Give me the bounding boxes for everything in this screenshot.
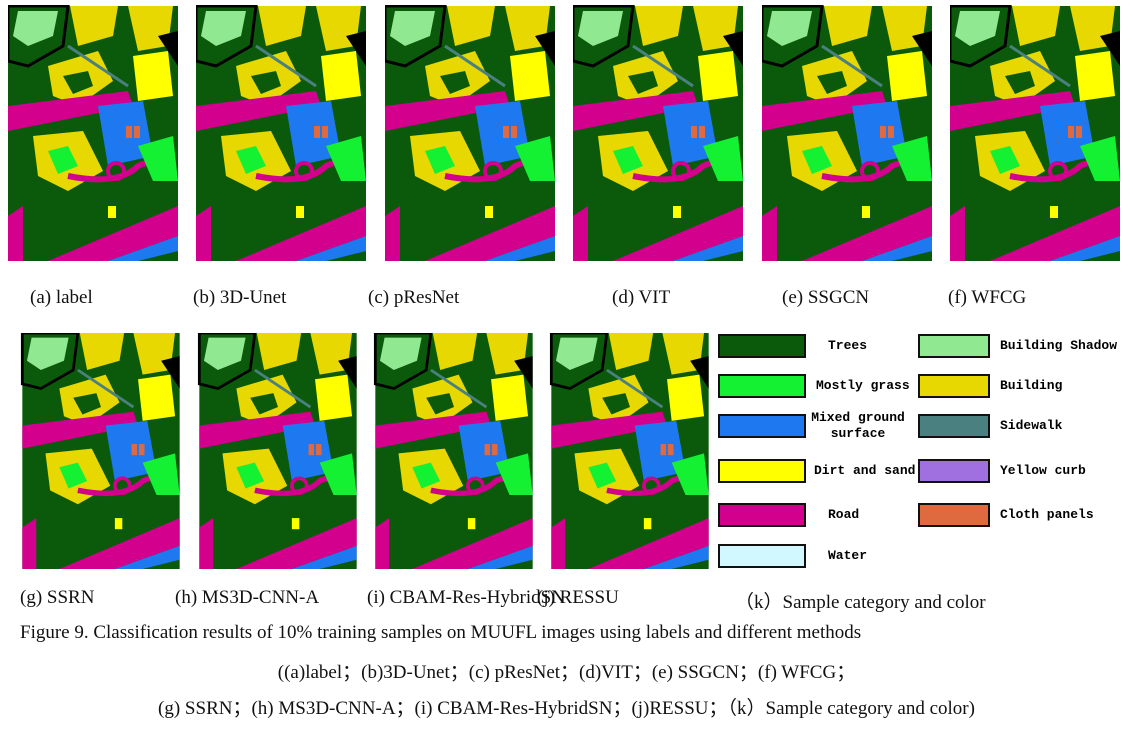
- map-image: [8, 5, 178, 262]
- legend-swatch: [918, 374, 990, 398]
- panel-label: (b) 3D-Unet: [193, 287, 286, 309]
- map-image: [20, 333, 182, 569]
- figure-caption: ((a)label；(b)3D-Unet；(c) pResNet；(d)VIT；…: [0, 657, 1133, 684]
- map-image: [573, 5, 743, 262]
- legend-label: Building: [1000, 378, 1062, 393]
- map-image: [762, 5, 932, 262]
- page: (a) label (b) 3D-Unet (c) pResNet (d) VI…: [0, 0, 1133, 737]
- figure-caption: Figure 9. Classification results of 10% …: [20, 622, 861, 644]
- panel-label: (a) label: [30, 287, 93, 309]
- legend-swatch: [918, 414, 990, 438]
- map-image: [549, 333, 711, 569]
- legend-label: Mixed ground surface: [808, 410, 908, 442]
- legend-label: Yellow curb: [1000, 463, 1086, 478]
- legend-label: Road: [828, 507, 859, 522]
- legend-swatch: [918, 459, 990, 483]
- legend-label: Sidewalk: [1000, 418, 1062, 433]
- legend-swatch: [918, 503, 990, 527]
- legend-swatch: [718, 459, 806, 483]
- figure-caption: (g) SSRN；(h) MS3D-CNN-A；(i) CBAM-Res-Hyb…: [0, 693, 1133, 720]
- panel-label: (e) SSGCN: [782, 287, 869, 309]
- legend-label: Cloth panels: [1000, 507, 1094, 522]
- legend-label: Dirt and sand: [814, 463, 915, 478]
- legend-swatch: [718, 503, 806, 527]
- map-image: [373, 333, 535, 569]
- legend-label: Building Shadow: [1000, 338, 1117, 353]
- panel-label: (c) pResNet: [368, 287, 459, 309]
- panel-label: (h) MS3D-CNN-A: [175, 587, 319, 609]
- panel-label: (f) WFCG: [948, 287, 1026, 309]
- panel-label: (g) SSRN: [20, 587, 94, 609]
- map-image: [197, 333, 359, 569]
- legend-swatch: [718, 374, 806, 398]
- map-image: [950, 5, 1120, 262]
- panel-label: (i) CBAM-Res-HybridSN: [367, 587, 565, 609]
- legend-label: Trees: [828, 338, 867, 353]
- legend-swatch: [718, 334, 806, 358]
- map-image: [385, 5, 555, 262]
- panel-label: (d) VIT: [612, 287, 670, 309]
- legend-label: Water: [828, 548, 867, 563]
- legend-label: Mostly grass: [816, 378, 910, 393]
- panel-label: (j) RESSU: [537, 587, 619, 609]
- panel-label: （k）Sample category and color: [735, 587, 986, 614]
- legend-swatch: [718, 544, 806, 568]
- map-image: [196, 5, 366, 262]
- legend-swatch: [718, 414, 806, 438]
- legend-swatch: [918, 334, 990, 358]
